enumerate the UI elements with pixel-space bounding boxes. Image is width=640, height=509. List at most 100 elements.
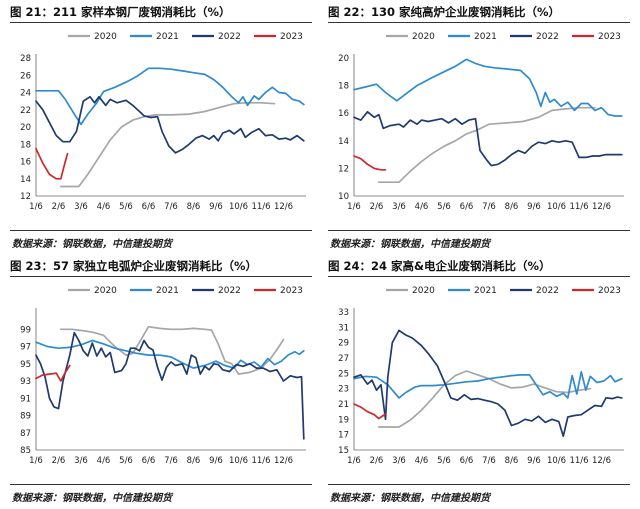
x-tick-label: 11/6 [569, 202, 588, 212]
x-tick-label: 6/6 [142, 456, 156, 466]
series-line-2021 [353, 370, 623, 399]
x-tick-label: 4/6 [97, 456, 111, 466]
y-tick-label: 18 [338, 82, 349, 92]
x-tick-label: 3/6 [74, 202, 88, 212]
x-tick-label: 11/6 [569, 456, 588, 466]
y-tick-label: 87 [20, 429, 31, 439]
x-tick-label: 12/6 [274, 456, 293, 466]
x-tick-label: 2/6 [370, 456, 384, 466]
x-tick-label: 3/6 [74, 456, 88, 466]
x-tick-label: 1/6 [29, 202, 43, 212]
legend-label-2023: 2023 [598, 286, 621, 296]
x-tick-label: 9/6 [527, 456, 541, 466]
source-note: 数据来源：钢联数据，中信建投期货 [330, 493, 490, 504]
series-line-2020 [59, 325, 285, 375]
x-tick-label: 8/6 [505, 202, 519, 212]
chart-panel-3: 图 23：57 家独立电弧炉企业废钢消耗比（%） 2020 2021 2022 202… [0, 258, 312, 506]
x-tick-label: 12/6 [592, 202, 611, 212]
x-tick-label: 8/6 [505, 456, 519, 466]
source-note: 数据来源：钢联数据，中信建投期货 [330, 239, 490, 250]
y-tick-label: 97 [20, 343, 31, 353]
chart-panel-1: 图 21：211 家样本钢厂废钢消耗比（%） 2020 2021 2022 2023 1… [0, 4, 312, 252]
x-tick-label: 11/6 [251, 456, 270, 466]
x-tick-label: 7/6 [164, 202, 178, 212]
y-tick-label: 26 [20, 71, 31, 81]
legend-label-2020: 2020 [412, 286, 435, 296]
x-tick-label: 8/6 [187, 456, 201, 466]
chart-title: 图 23：57 家独立电弧炉企业废钢消耗比（%） [10, 259, 258, 273]
y-tick-label: 19 [338, 415, 349, 425]
series-line-2023 [353, 403, 387, 420]
y-tick-label: 20 [338, 54, 349, 64]
legend-label-2022: 2022 [536, 286, 559, 296]
y-tick-label: 18 [20, 140, 31, 150]
x-tick-label: 7/6 [482, 202, 496, 212]
x-tick-label: 1/6 [347, 456, 361, 466]
x-tick-label: 7/6 [164, 456, 178, 466]
x-tick-label: 7/6 [482, 456, 496, 466]
line-chart: 2020 2021 2022 2023 10 12 14 16 18 20 1/6 2/6 3/6 4/6… [338, 32, 624, 212]
x-tick-label: 4/6 [97, 202, 111, 212]
y-tick-label: 21 [338, 400, 349, 410]
y-tick-label: 10 [338, 192, 349, 202]
y-tick-label: 89 [20, 412, 31, 422]
divider [328, 22, 630, 23]
y-tick-label: 91 [20, 394, 31, 404]
y-tick-label: 29 [338, 339, 349, 349]
x-tick-label: 4/6 [415, 456, 429, 466]
source-note: 数据来源：钢联数据，中信建投期货 [12, 493, 172, 504]
x-tick-label: 10/6 [547, 202, 566, 212]
chart-panel-2: 图 22：130 家纯高炉企业废钢消耗比（%） 2020 2021 2022 2023… [318, 4, 630, 252]
y-tick-label: 31 [338, 323, 349, 333]
y-tick-label: 14 [20, 175, 31, 185]
y-tick-label: 17 [338, 431, 349, 441]
legend-label-2023: 2023 [598, 32, 621, 42]
y-tick-label: 93 [20, 377, 31, 387]
x-tick-label: 10/6 [229, 456, 248, 466]
x-tick-label: 8/6 [187, 202, 201, 212]
y-tick-label: 16 [20, 158, 31, 168]
x-tick-label: 3/6 [392, 202, 406, 212]
x-tick-label: 9/6 [209, 202, 223, 212]
x-tick-label: 5/6 [437, 202, 451, 212]
legend-label-2020: 2020 [94, 32, 117, 42]
y-tick-label: 95 [20, 360, 31, 370]
x-tick-label: 6/6 [142, 202, 156, 212]
legend-label-2020: 2020 [94, 286, 117, 296]
y-tick-label: 16 [338, 109, 349, 119]
line-chart: 2020 2021 2022 2023 15 17 19 21 23 25 27 29 31 33 1/6 2… [338, 286, 624, 466]
legend-label-2021: 2021 [474, 286, 497, 296]
x-tick-label: 2/6 [52, 202, 66, 212]
x-tick-label: 6/6 [460, 202, 474, 212]
x-tick-label: 10/6 [547, 456, 566, 466]
legend-label-2023: 2023 [280, 286, 303, 296]
divider [10, 276, 312, 277]
x-tick-label: 11/6 [251, 202, 270, 212]
y-tick-label: 85 [20, 446, 31, 456]
legend-label-2020: 2020 [412, 32, 435, 42]
series-line-2021 [353, 58, 623, 117]
series-line-2022 [35, 95, 305, 154]
y-tick-label: 24 [20, 89, 31, 99]
x-tick-label: 12/6 [592, 456, 611, 466]
x-tick-label: 1/6 [29, 456, 43, 466]
x-tick-label: 6/6 [460, 456, 474, 466]
legend-label-2021: 2021 [156, 32, 179, 42]
y-tick-label: 22 [20, 106, 31, 116]
divider [328, 484, 630, 485]
x-tick-label: 2/6 [370, 202, 384, 212]
series-line-2020 [377, 106, 596, 184]
chart-panel-4: 图 24：24 家高&电企业废钢消耗比（%） 2020 2021 2022 2023 1… [318, 258, 630, 506]
y-tick-label: 33 [338, 308, 349, 318]
y-tick-label: 14 [338, 137, 349, 147]
y-tick-label: 99 [20, 325, 31, 335]
divider [10, 484, 312, 485]
series-line-2023 [353, 155, 387, 171]
y-tick-label: 28 [20, 54, 31, 64]
divider [10, 22, 312, 23]
x-tick-label: 3/6 [392, 456, 406, 466]
series-line-2022 [35, 331, 305, 440]
x-tick-label: 5/6 [437, 456, 451, 466]
y-tick-label: 12 [20, 192, 31, 202]
y-tick-label: 25 [338, 369, 349, 379]
